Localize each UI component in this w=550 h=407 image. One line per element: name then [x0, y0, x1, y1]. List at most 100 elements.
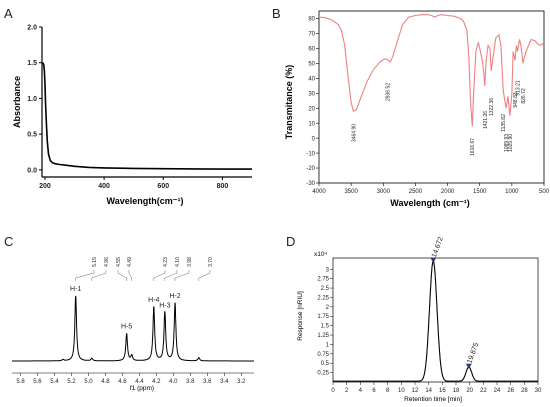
b-xtick-label: 500	[539, 189, 550, 195]
panel-b: B -30 -20 -10 0 10 20 30 40 50 60 70 80 4000 3500 3000…	[272, 6, 550, 208]
d-xtick-label: 30	[535, 388, 542, 394]
d-ytick-label: 0.5	[321, 361, 330, 367]
a-ytick-label: 0.0	[27, 167, 37, 174]
d-ytick-label: 1.5	[321, 324, 330, 330]
d-ytick-label: 2.25	[317, 295, 329, 301]
d-xtick-label: 24	[494, 388, 501, 394]
c-ppm-leader	[117, 270, 127, 281]
panel-label-c: C	[4, 234, 13, 249]
a-ytick-label: 2.0	[27, 25, 37, 32]
d-peak-label: 14.672	[431, 236, 445, 259]
b-xtick-label: 3000	[377, 189, 391, 195]
c-xtick-label: 3.4	[220, 379, 229, 385]
b-peak-annotation: 2936.52	[385, 83, 391, 101]
plot-area-a: 0.0 0.5 1.0 1.5 2.0 200 400 600 800	[27, 25, 252, 190]
b-peak-annotation: 1029.90	[508, 134, 514, 152]
plot-area-b: -30 -20 -10 0 10 20 30 40 50 60 70 80 4000 3500 3000 25…	[306, 10, 550, 195]
d-peak-marker	[430, 257, 437, 263]
d-ytick-label: 2.75	[317, 277, 329, 283]
b-peak-annotation: 1089.93	[504, 134, 510, 152]
b-ytick-label: 70	[308, 32, 315, 38]
d-xtick-label: 22	[480, 388, 487, 394]
d-xlabel: Retention time [min]	[404, 396, 462, 403]
d-xtick-label: 2	[345, 388, 349, 394]
c-ppm-leader	[164, 270, 178, 281]
b-peak-annotation: 1322.36	[489, 98, 495, 116]
d-ytick-label: 0.25	[317, 371, 329, 377]
b-ytick-label: 0	[312, 136, 316, 142]
b-ytick-label: 20	[308, 106, 315, 112]
d-xtick-label: 6	[372, 388, 376, 394]
d-xtick-label: 20	[466, 388, 473, 394]
d-ytick-label: 1	[326, 342, 330, 348]
a-xtick-label: 600	[157, 183, 169, 190]
d-xtick-label: 12	[412, 388, 419, 394]
b-ytick-label: 30	[308, 91, 315, 97]
c-xtick-label: 4.0	[169, 379, 178, 385]
b-xlabel: Wavelength (cm⁻¹)	[390, 198, 469, 208]
d-xtick-label: 10	[398, 388, 405, 394]
a-xlabel: Wavelength(cm⁻¹)	[107, 196, 184, 206]
c-xlabel: f1 (ppm)	[130, 385, 154, 392]
b-ytick-label: 40	[308, 77, 315, 83]
d-ylabel: Response [nRIU]	[297, 291, 304, 341]
c-ppm-label: 4.55	[116, 257, 122, 267]
b-frame	[318, 10, 545, 184]
d-peak-marker	[465, 363, 472, 369]
c-ppm-leader	[128, 270, 132, 281]
b-ytick-label: 10	[308, 121, 315, 127]
c-ppm-label: 4.10	[175, 257, 181, 267]
a-ytick-label: 1.5	[27, 60, 37, 67]
d-ytick-label: 2	[326, 305, 330, 311]
c-ppm-leader	[153, 270, 166, 281]
a-ytick-label: 1.0	[27, 96, 37, 103]
plot-area-c: 5.8 5.6 5.4 5.2 5.0 4.8 4.6 4.4 4.2 4.0 3.8 3.6 3.4 3…	[12, 257, 254, 385]
b-xtick-label: 2500	[409, 189, 423, 195]
b-peak-annotation: 913.21	[515, 80, 521, 96]
d-xtick-label: 8	[386, 388, 390, 394]
b-xtick-label: 4000	[312, 189, 326, 195]
d-multiplier: x10⁴	[314, 251, 327, 258]
c-xtick-label: 4.2	[152, 379, 161, 385]
c-xtick-label: 5.8	[16, 379, 25, 385]
b-xtick-label: 1500	[473, 189, 487, 195]
c-xtick-label: 4.8	[101, 379, 110, 385]
a-xtick-label: 800	[217, 183, 229, 190]
d-xtick-label: 18	[453, 388, 460, 394]
b-peak-annotation: 948.83	[513, 92, 519, 108]
c-peak-assignment: H-2	[169, 293, 180, 300]
c-peak-assignment: H-4	[148, 297, 159, 304]
c-peak-assignment: H-3	[159, 302, 170, 309]
d-ytick-label: 2.5	[321, 286, 330, 292]
d-xtick-label: 4	[359, 388, 363, 394]
b-ytick-label: -30	[306, 181, 315, 187]
c-spectrum-line	[12, 295, 254, 362]
panel-label-b: B	[272, 6, 281, 21]
b-ytick-label: 80	[308, 17, 315, 23]
panel-a: A 0.0 0.5 1.0 1.5 2.0 200 400 600 800 Absorbance…	[4, 6, 252, 206]
c-ppm-label: 4.49	[127, 257, 133, 267]
a-xtick-label: 200	[39, 183, 51, 190]
c-xtick-label: 3.6	[203, 379, 212, 385]
d-peak-label: 19.875	[466, 342, 480, 365]
c-peak-assignment: H-5	[121, 324, 132, 331]
a-series-line	[41, 62, 252, 170]
b-ytick-label: -10	[306, 151, 315, 157]
c-xtick-label: 5.4	[50, 379, 59, 385]
c-ppm-leader	[75, 270, 95, 281]
d-ytick-label: 3	[326, 267, 330, 273]
a-ytick-label: 0.5	[27, 132, 37, 139]
c-ppm-label: 4.23	[163, 257, 169, 267]
c-xtick-label: 4.6	[118, 379, 127, 385]
b-series-line	[318, 14, 545, 127]
b-peak-annotation: 1616.67	[470, 138, 476, 156]
b-peak-annotation: 1421.26	[483, 111, 489, 129]
c-xtick-label: 5.6	[33, 379, 42, 385]
d-xtick-label: 0	[331, 388, 335, 394]
d-ytick-label: 1.75	[317, 314, 329, 320]
b-peak-annotation: 3464.90	[351, 124, 357, 142]
a-ylabel: Absorbance	[12, 76, 22, 128]
